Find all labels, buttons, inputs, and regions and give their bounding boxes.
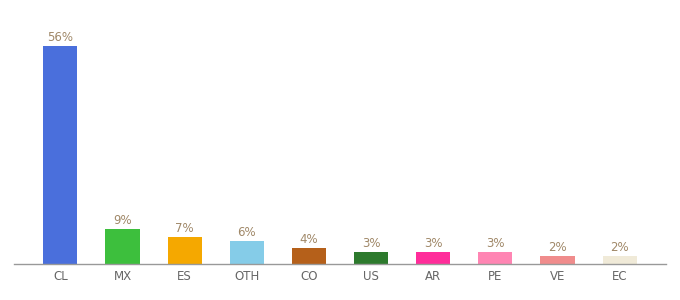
Text: 4%: 4% (300, 233, 318, 247)
Text: 56%: 56% (48, 31, 73, 44)
Text: 3%: 3% (362, 237, 380, 250)
Bar (354, 252, 388, 264)
Bar (105, 229, 139, 264)
Bar (292, 248, 326, 264)
Bar (230, 241, 264, 264)
Bar (416, 252, 450, 264)
Text: 3%: 3% (486, 237, 505, 250)
Text: 9%: 9% (113, 214, 132, 227)
Text: 7%: 7% (175, 222, 194, 235)
Text: 2%: 2% (611, 241, 629, 254)
Bar (44, 46, 78, 264)
Bar (478, 252, 513, 264)
Text: 6%: 6% (237, 226, 256, 239)
Bar (602, 256, 636, 264)
Bar (167, 237, 202, 264)
Text: 2%: 2% (548, 241, 567, 254)
Text: 3%: 3% (424, 237, 443, 250)
Bar (541, 256, 575, 264)
